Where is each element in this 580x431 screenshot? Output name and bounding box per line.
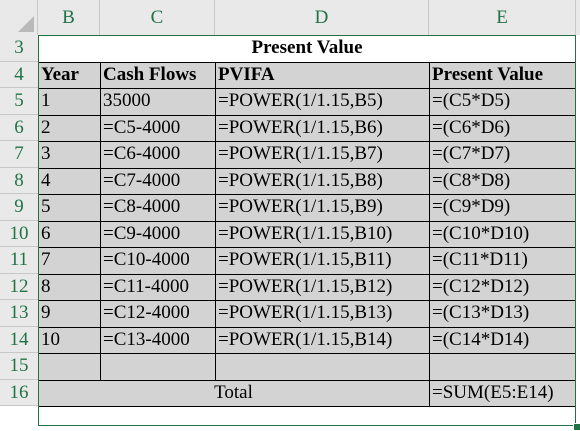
cell-pvifa[interactable]: =POWER(1/1.15,B11) [215, 247, 429, 274]
cell-pvifa[interactable]: =POWER(1/1.15,B13) [215, 300, 429, 327]
row-header-5[interactable]: 5 [0, 88, 38, 115]
cell-year[interactable]: 8 [38, 273, 100, 300]
cell-cash-flow[interactable]: =C13-4000 [100, 326, 215, 353]
grid-line [38, 379, 576, 381]
grid-line [38, 61, 39, 380]
cell-cash-flow[interactable]: =C5-4000 [100, 114, 215, 141]
grid-line [38, 88, 576, 89]
row-header-7[interactable]: 7 [0, 141, 38, 168]
total-formula[interactable]: =SUM(E5:E14) [429, 379, 576, 406]
grid-line [38, 353, 576, 354]
grid-line [38, 141, 576, 142]
cell-year[interactable]: 9 [38, 300, 100, 327]
column-header-b[interactable]: B [38, 0, 100, 35]
header-pvifa[interactable]: PVIFA [215, 61, 429, 88]
grid-line [38, 167, 576, 169]
cell-year[interactable]: 1 [38, 88, 100, 115]
grid-line [38, 194, 576, 195]
cell-cash-flow[interactable]: =C7-4000 [100, 167, 215, 194]
cell-year[interactable]: 6 [38, 220, 100, 247]
cell-year[interactable]: 3 [38, 141, 100, 168]
row-header-10[interactable]: 10 [0, 220, 38, 247]
header-cash-flows[interactable]: Cash Flows [100, 61, 215, 88]
cell-empty-c15[interactable] [100, 353, 215, 380]
cell-present-value[interactable]: =(C11*D11) [429, 247, 576, 274]
row-header-4[interactable]: 4 [0, 61, 38, 88]
select-all-corner[interactable] [0, 0, 38, 35]
grid-line [575, 61, 576, 406]
cell-empty-b15[interactable] [38, 353, 100, 380]
row-header-14[interactable]: 14 [0, 326, 38, 353]
column-header-filler [576, 0, 580, 35]
cell-present-value[interactable]: =(C14*D14) [429, 326, 576, 353]
row-header-15[interactable]: 15 [0, 353, 38, 380]
row-header-8[interactable]: 8 [0, 167, 38, 194]
cell-pvifa[interactable]: =POWER(1/1.15,B12) [215, 273, 429, 300]
row-header-3[interactable]: 3 [0, 35, 38, 62]
cell-present-value[interactable]: =(C10*D10) [429, 220, 576, 247]
cell-pvifa[interactable]: =POWER(1/1.15,B14) [215, 326, 429, 353]
cell-pvifa[interactable]: =POWER(1/1.15,B10) [215, 220, 429, 247]
cell-present-value[interactable]: =(C12*D12) [429, 273, 576, 300]
grid-line [38, 300, 576, 301]
cell-year[interactable]: 5 [38, 194, 100, 221]
cell-year[interactable]: 2 [38, 114, 100, 141]
header-year[interactable]: Year [38, 61, 100, 88]
grid-line [100, 61, 101, 380]
row-header-16[interactable]: 16 [0, 379, 38, 406]
column-header-e[interactable]: E [429, 0, 576, 35]
grid-line [38, 326, 576, 328]
cell-empty-e15[interactable] [429, 353, 576, 380]
cell-cash-flow[interactable]: =C11-4000 [100, 273, 215, 300]
cell-pvifa[interactable]: =POWER(1/1.15,B9) [215, 194, 429, 221]
cell-present-value[interactable]: =(C5*D5) [429, 88, 576, 115]
cell-year[interactable]: 4 [38, 167, 100, 194]
cell-cash-flow[interactable]: =C9-4000 [100, 220, 215, 247]
row-header-12[interactable]: 12 [0, 273, 38, 300]
cell-pvifa[interactable]: =POWER(1/1.15,B5) [215, 88, 429, 115]
cell-empty-d15[interactable] [215, 353, 429, 380]
grid-line [38, 61, 576, 63]
title-cell[interactable]: Present Value [251, 37, 363, 58]
cell-present-value[interactable]: =(C7*D7) [429, 141, 576, 168]
grid-line [38, 406, 576, 407]
cell-pvifa[interactable]: =POWER(1/1.15,B7) [215, 141, 429, 168]
row-header-11[interactable]: 11 [0, 247, 38, 274]
cell-cash-flow[interactable]: =C8-4000 [100, 194, 215, 221]
header-present-value[interactable]: Present Value [429, 61, 576, 88]
cell-cash-flow[interactable]: =C10-4000 [100, 247, 215, 274]
grid-line [38, 114, 576, 116]
row-header-9[interactable]: 9 [0, 194, 38, 221]
cell-cash-flow[interactable]: 35000 [100, 88, 215, 115]
cell-cash-flow[interactable]: =C12-4000 [100, 300, 215, 327]
grid-line [215, 61, 216, 380]
grid-line [38, 247, 576, 248]
fill-handle[interactable] [573, 423, 580, 431]
cell-year[interactable]: 10 [38, 326, 100, 353]
cell-pvifa[interactable]: =POWER(1/1.15,B8) [215, 167, 429, 194]
row-header-6[interactable]: 6 [0, 114, 38, 141]
cell-year[interactable]: 7 [38, 247, 100, 274]
column-header-d[interactable]: D [215, 0, 429, 35]
column-header-c[interactable]: C [100, 0, 215, 35]
grid-line [38, 273, 576, 275]
cell-present-value[interactable]: =(C9*D9) [429, 194, 576, 221]
total-label[interactable]: Total [38, 379, 429, 406]
cell-present-value[interactable]: =(C6*D6) [429, 114, 576, 141]
cell-present-value[interactable]: =(C13*D13) [429, 300, 576, 327]
cell-cash-flow[interactable]: =C6-4000 [100, 141, 215, 168]
row-header-13[interactable]: 13 [0, 300, 38, 327]
grid-line [38, 220, 576, 222]
cell-present-value[interactable]: =(C8*D8) [429, 167, 576, 194]
grid-line [429, 61, 430, 406]
cell-pvifa[interactable]: =POWER(1/1.15,B6) [215, 114, 429, 141]
